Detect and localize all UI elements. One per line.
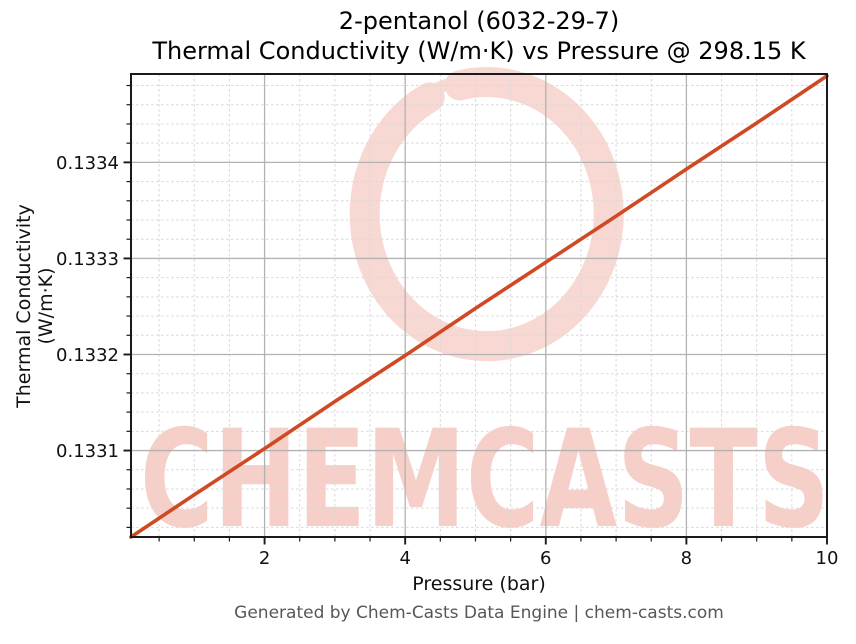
footer-caption: Generated by Chem-Casts Data Engine | ch… — [234, 603, 724, 623]
watermark-text: CHEMCASTS — [140, 401, 830, 558]
y-tick-label: 0.1334 — [56, 153, 119, 174]
x-axis-label: Pressure (bar) — [412, 573, 546, 595]
brush-ring-swoosh-top — [396, 73, 594, 158]
chart-title-line2: Thermal Conductivity (W/m·K) vs Pressure… — [152, 37, 806, 65]
y-tick-label: 0.1332 — [56, 345, 119, 366]
x-tick-label: 10 — [816, 548, 839, 569]
x-tick-label: 6 — [540, 548, 551, 569]
plot-border — [130, 73, 828, 538]
y-tick-label: 0.1331 — [56, 441, 119, 462]
chart-title-line1: 2-pentanol (6032-29-7) — [338, 7, 620, 35]
x-tick-label: 4 — [399, 548, 410, 569]
y-tick-label: 0.1333 — [56, 249, 119, 270]
chart-title: 2-pentanol (6032-29-7) Thermal Conductiv… — [131, 6, 827, 66]
x-tick-label: 8 — [681, 548, 692, 569]
x-tick-label: 2 — [259, 548, 270, 569]
data-line — [129, 74, 829, 539]
